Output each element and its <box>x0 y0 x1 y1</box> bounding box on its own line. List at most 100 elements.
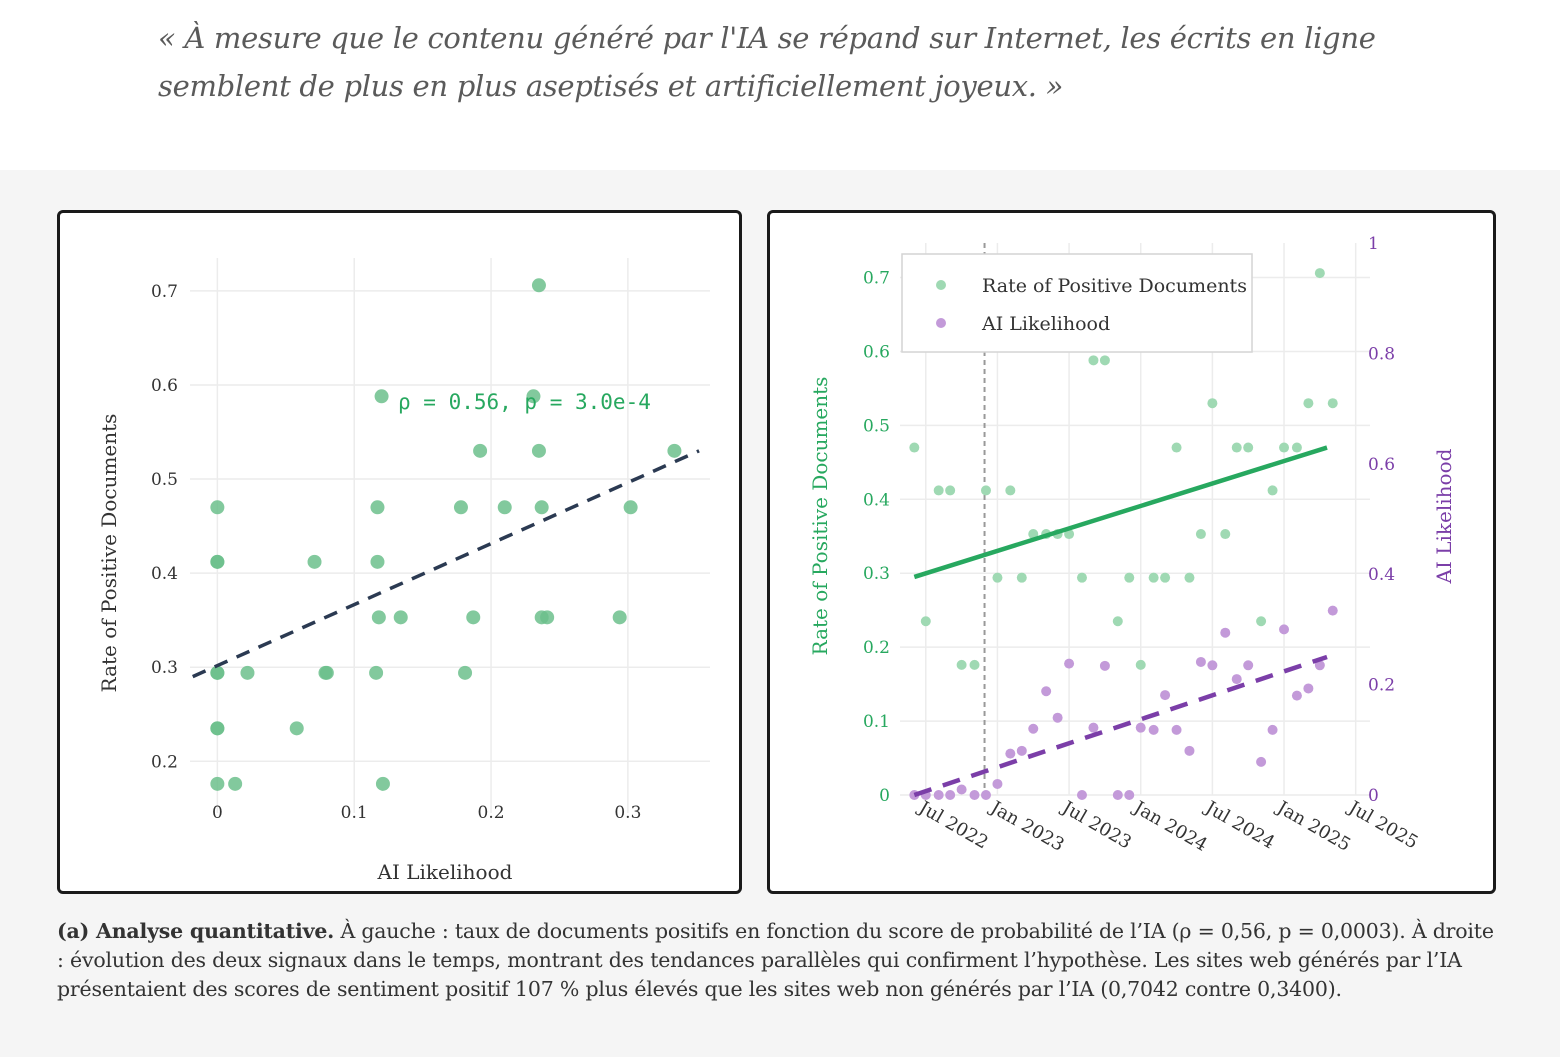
ai-likelihood-point <box>1207 660 1218 671</box>
data-point <box>210 554 225 569</box>
data-point <box>393 610 408 625</box>
scatter-panel: 0 0.1 0.2 0.3 0.2 0.3 0.4 0.5 0.6 0.7 ρ = 0.56, p … <box>57 210 742 894</box>
positive-rate-point <box>1220 529 1231 540</box>
y2-tick-label: 0.8 <box>1368 344 1395 364</box>
ai-likelihood-point <box>1231 674 1242 685</box>
positive-rate-point <box>1148 572 1159 583</box>
legend-label-ai: AI Likelihood <box>981 313 1110 335</box>
data-point <box>228 776 243 791</box>
y2-tick-label: 0.6 <box>1368 455 1395 475</box>
positive-rate-point <box>933 485 944 496</box>
ai-likelihood-point <box>1041 686 1052 697</box>
caption-label: (a) Analyse quantitative. <box>57 919 335 943</box>
positive-rate-point <box>1135 659 1146 670</box>
data-point <box>612 610 627 625</box>
y2-tick-label: 0.4 <box>1368 565 1395 585</box>
figure-caption: (a) Analyse quantitative. À gauche : tau… <box>57 917 1497 1004</box>
data-point <box>210 500 225 515</box>
ai-likelihood-point <box>992 778 1003 789</box>
ai-likelihood-point <box>1195 656 1206 667</box>
ai-likelihood-point <box>1184 745 1195 756</box>
x-tick-label: Jan 2024 <box>1128 796 1210 856</box>
ai-likelihood-point <box>1291 690 1302 701</box>
data-point <box>667 443 682 458</box>
positive-rate-point <box>1256 616 1267 627</box>
positive-rate-point <box>1267 485 1278 496</box>
x-tick-label: 0.3 <box>614 803 641 823</box>
x-tick-label: 0.1 <box>341 803 368 823</box>
y-tick-label: 0.5 <box>151 470 178 490</box>
x-tick-label: Jul 2023 <box>1057 796 1135 853</box>
ai-likelihood-point <box>1160 690 1171 701</box>
legend-marker-ai <box>936 318 946 328</box>
y2-tick-label: 0 <box>1368 786 1379 806</box>
ai-likelihood-trend <box>913 654 1328 798</box>
positive-rate-point <box>1124 572 1135 583</box>
ai-likelihood-point <box>1088 722 1099 733</box>
positive-rate-point <box>1076 572 1087 583</box>
y-tick-label: 0.1 <box>863 712 890 732</box>
trend-line <box>192 449 700 679</box>
y-tick-label: 0.4 <box>863 490 890 510</box>
y-tick-label: 0.7 <box>863 269 890 289</box>
y2-tick-label: 0.2 <box>1368 676 1395 696</box>
legend-marker-positive <box>936 280 946 290</box>
x-tick-label: 0.2 <box>478 803 505 823</box>
data-point <box>210 721 225 736</box>
y2-axis-title: AI Likelihood <box>1432 448 1456 584</box>
positive-rate-point <box>1314 268 1325 279</box>
timeseries-panel: Jul 2022 Jan 2023 Jul 2023 Jan 2024 Jul 2024… <box>767 210 1496 894</box>
positive-rate-point <box>1184 572 1195 583</box>
x-tick-label: Jul 2022 <box>914 796 992 853</box>
figure-area: 0 0.1 0.2 0.3 0.2 0.3 0.4 0.5 0.6 0.7 ρ = 0.56, p … <box>0 170 1560 1057</box>
x-tick-label: Jul 2024 <box>1200 796 1278 853</box>
data-point <box>623 500 638 515</box>
ai-likelihood-point <box>1148 724 1159 735</box>
data-point <box>210 665 225 680</box>
data-point <box>534 500 549 515</box>
data-point <box>453 500 468 515</box>
ai-likelihood-point <box>1267 724 1278 735</box>
data-point <box>458 665 473 680</box>
legend-label-positive: Rate of Positive Documents <box>982 275 1247 297</box>
positive-rate-point <box>980 485 991 496</box>
positive-rate-point <box>1327 398 1338 409</box>
ai-likelihood-point <box>1064 658 1075 669</box>
positive-rate-point <box>1171 442 1182 453</box>
positive-rate-point <box>1195 529 1206 540</box>
data-point <box>466 610 481 625</box>
ai-likelihood-point <box>1243 660 1254 671</box>
positive-rate-point <box>992 572 1003 583</box>
y-tick-label: 0.2 <box>863 638 890 658</box>
data-point <box>319 665 334 680</box>
correlation-annotation: ρ = 0.56, p = 3.0e-4 <box>398 390 651 414</box>
positive-rate-point <box>1207 398 1218 409</box>
positive-rate-point <box>969 659 980 670</box>
positive-rate-point <box>1088 355 1099 366</box>
positive-rate-point <box>1160 572 1171 583</box>
ai-likelihood-point <box>1112 790 1123 800</box>
ai-likelihood-point <box>1256 756 1267 767</box>
data-point <box>497 500 512 515</box>
data-point <box>370 500 385 515</box>
data-point <box>289 721 304 736</box>
x-tick-label: Jan 2025 <box>1272 796 1354 856</box>
data-point <box>374 389 389 404</box>
ai-likelihood-point <box>1005 748 1016 759</box>
ai-likelihood-point <box>1099 660 1110 671</box>
positive-rate-point <box>1243 442 1254 453</box>
positive-rate-point <box>909 442 920 453</box>
data-point <box>473 443 488 458</box>
y-tick-label: 0.4 <box>151 564 178 584</box>
ai-likelihood-point <box>1327 605 1338 616</box>
x-tick-label: 0 <box>212 803 223 823</box>
positive-rate-point <box>1099 355 1110 366</box>
ai-likelihood-point <box>969 790 980 800</box>
positive-rate-point <box>1231 442 1242 453</box>
data-point <box>370 554 385 569</box>
y-tick-label: 0.7 <box>151 282 178 302</box>
ai-likelihood-point <box>1220 627 1231 638</box>
positive-rate-trend <box>913 445 1328 580</box>
y-tick-label: 0.6 <box>151 376 178 396</box>
